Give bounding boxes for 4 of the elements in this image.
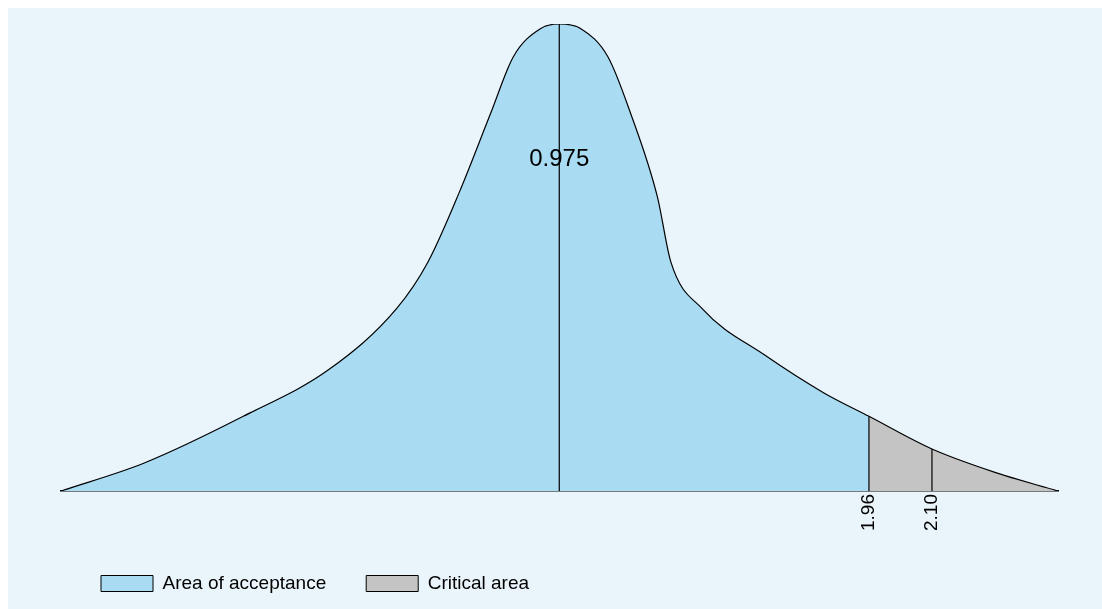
legend-label: Area of acceptance	[162, 571, 327, 593]
legend-label: Critical area	[427, 571, 530, 593]
x-tick-label: 2.10	[920, 494, 942, 531]
x-tick-label: 1.96	[857, 494, 879, 531]
